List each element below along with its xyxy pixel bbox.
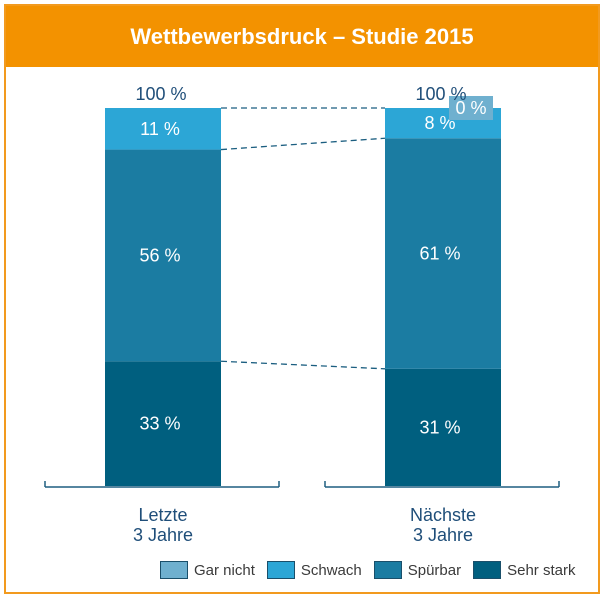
legend-item-sp-rbar: Spürbar [373,561,462,579]
legend-item-gar-nicht: Gar nicht [160,561,255,579]
legend-label-schwach: Schwach [300,561,362,579]
data-label-schwach-1: 8 % [424,113,455,133]
bar-segment-sp-rbar-1 [385,138,501,369]
bar-segment-sp-rbar-0 [105,149,221,362]
connector-line-1 [220,360,386,370]
category-label-1-1: 3 Jahre [413,525,473,545]
legend-item-schwach: Schwach [266,561,362,579]
total-label-0: 100 % [135,84,186,104]
legend-label-gar-nicht: Gar nicht [194,561,255,579]
data-label-sp-rbar-0: 56 % [139,245,180,265]
category-label-0-0: Letzte [138,505,187,525]
total-label-1: 100 % [415,84,466,104]
data-label-sehr-stark-1: 31 % [419,417,460,437]
chart-legend: Gar nicht Schwach Spürbar Sehr stark [160,558,600,582]
category-label-0-1: 3 Jahre [133,525,193,545]
connector-line-2 [220,137,386,151]
bar-segment-sehr-stark-0 [105,361,221,486]
data-label-sp-rbar-1: 61 % [419,244,460,264]
legend-swatch-sp-rbar [373,561,402,579]
bar-segment-schwach-0 [105,108,221,150]
data-label-sehr-stark-0: 33 % [139,414,180,434]
legend-swatch-gar-nicht [160,561,188,579]
data-label-gar-nicht-1: 0 % [455,98,486,118]
data-label-schwach-0: 11 % [140,119,180,139]
data-label-box-gar-nicht-1 [449,96,493,120]
chart-title: Wettbewerbsdruck – Studie 2015 [6,6,598,67]
legend-item-sehr-stark: Sehr stark [473,561,575,579]
legend-label-sp-rbar: Spürbar [407,561,462,579]
category-label-1-0: Nächste [410,505,476,525]
bar-segment-sehr-stark-1 [385,368,501,486]
legend-swatch-schwach [266,561,295,579]
legend-swatch-sehr-stark [473,561,502,579]
legend-label-sehr-stark: Sehr stark [507,561,576,579]
